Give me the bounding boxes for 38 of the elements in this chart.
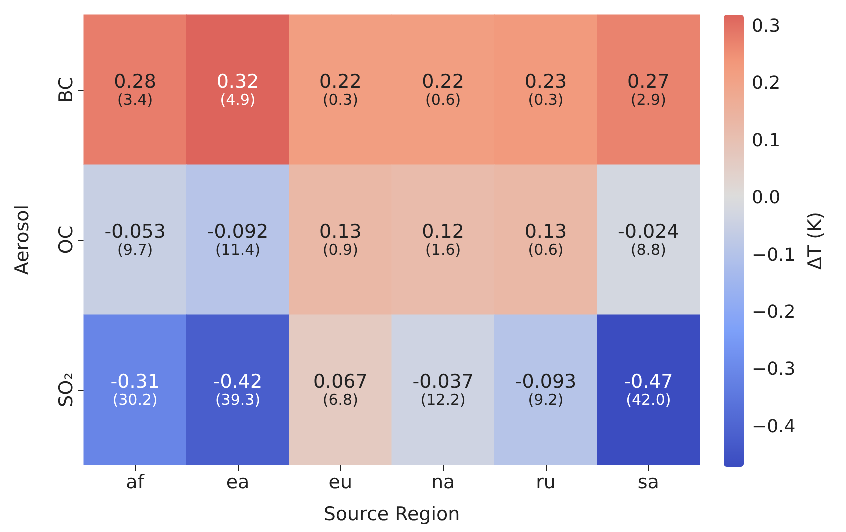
data-label: 0.32 (4.9) [216, 71, 260, 109]
color-bar-label: −0.4 [752, 416, 796, 438]
data-label: -0.093 (9.2) [515, 371, 577, 409]
x-tick-label: ru [536, 472, 556, 494]
color-bar-label: 0.1 [752, 130, 781, 152]
y-tick-label: SO₂ [56, 372, 78, 408]
x-tick-label: eu [328, 472, 353, 494]
data-label: -0.42 (39.3) [213, 371, 263, 409]
data-label: -0.037 (12.2) [412, 371, 474, 409]
data-label: 0.22 (0.3) [320, 71, 362, 109]
data-label: -0.053 (9.7) [104, 221, 166, 259]
x-tick-label: na [431, 472, 456, 494]
data-label: -0.47 (42.0) [624, 371, 674, 409]
data-label: -0.024 (8.8) [618, 221, 680, 259]
data-label: -0.092 (11.4) [207, 221, 269, 259]
data-label: -0.31 (30.2) [110, 371, 160, 409]
data-label: 0.067 (6.8) [313, 371, 368, 409]
color-bar-label: 0.2 [752, 73, 781, 94]
x-tick-label: sa [638, 472, 660, 494]
data-label: 0.13 (0.9) [320, 221, 362, 259]
y-axis-title: Aerosol [12, 204, 34, 276]
data-label: 0.12 (1.6) [422, 221, 464, 259]
y-tick-label: BC [56, 77, 78, 103]
data-label: 0.22 (0.6) [422, 71, 464, 109]
data-label: 0.28 (3.4) [114, 71, 156, 109]
data-label: 0.23 (0.3) [524, 71, 568, 109]
data-label: 0.13 (0.6) [524, 221, 568, 259]
x-tick-label: ea [226, 472, 250, 494]
x-axis-title: Source Region [324, 504, 460, 526]
color-bar-title: ΔT (K) [804, 212, 826, 270]
color-bar-label: −0.1 [752, 244, 796, 266]
y-tick-label: OC [56, 226, 78, 254]
color-bar-label: −0.3 [752, 359, 796, 380]
color-bar-label: −0.2 [752, 302, 796, 324]
color-bar-label: 0.3 [752, 16, 781, 37]
x-tick-label: af [126, 472, 146, 494]
data-label: 0.27 (2.9) [628, 71, 670, 109]
color-bar-label: 0.0 [752, 188, 781, 209]
